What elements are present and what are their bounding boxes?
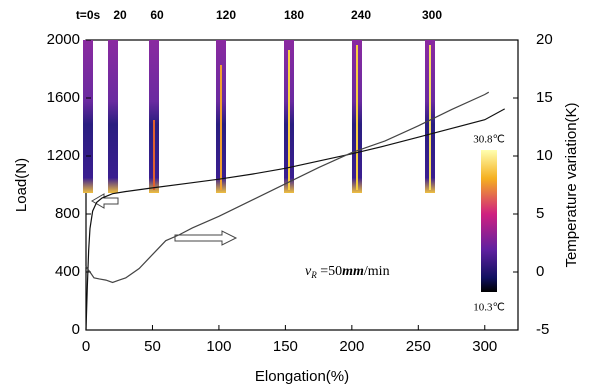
y-tick-label: 1600 — [47, 89, 80, 106]
annotation-part: /min — [364, 264, 390, 279]
y2-axis-title: Temperature variation(K) — [563, 102, 580, 267]
thermal-label: t=0s — [76, 8, 101, 22]
y-tick-label: 800 — [55, 205, 80, 222]
thermal-label: 20 — [113, 8, 127, 22]
y2-tick-label: 5 — [536, 205, 544, 222]
x-tick-label: 200 — [339, 338, 364, 355]
thermal-label: 180 — [284, 8, 304, 22]
y-axis-title: Load(N) — [13, 158, 30, 212]
thermal-label: 240 — [351, 8, 371, 22]
x-tick-label: 300 — [472, 338, 497, 355]
y2-tick-label: 0 — [536, 263, 544, 280]
colorbar-max: 30.8℃ — [473, 134, 505, 146]
y-tick-label: 0 — [72, 321, 80, 338]
x-tick-label: 50 — [144, 338, 161, 355]
y2-tick-label: -5 — [536, 321, 549, 338]
annotation: vR =50mm/min — [305, 264, 390, 280]
x-tick-label: 0 — [82, 338, 90, 355]
thermal-label: 120 — [216, 8, 236, 22]
arrows — [92, 194, 236, 245]
y-tick-label: 1200 — [47, 147, 80, 164]
data-line — [86, 109, 505, 330]
thermal-images — [83, 40, 435, 193]
chart: t=0s 20 60 120 180 240 300 30.8℃ 10.3℃ v… — [0, 0, 590, 387]
y2-tick-label: 20 — [536, 31, 553, 48]
x-tick-label: 150 — [273, 338, 298, 355]
thermal-label: 60 — [150, 8, 164, 22]
colorbar-min: 10.3℃ — [473, 302, 505, 314]
thermal-label: 300 — [422, 8, 442, 22]
x-tick-label: 250 — [406, 338, 431, 355]
y2-tick-label: 15 — [536, 89, 553, 106]
x-axis-title: Elongation(%) — [255, 368, 349, 385]
y2-tick-label: 10 — [536, 147, 553, 164]
annotation-part: =50 — [317, 264, 342, 279]
y-tick-label: 2000 — [47, 31, 80, 48]
annotation-part: mm — [342, 264, 364, 279]
y-tick-label: 400 — [55, 263, 80, 280]
thermal-labels: t=0s 20 60 120 180 240 300 — [76, 8, 443, 22]
x-tick-label: 100 — [206, 338, 231, 355]
colorbar — [481, 150, 497, 292]
